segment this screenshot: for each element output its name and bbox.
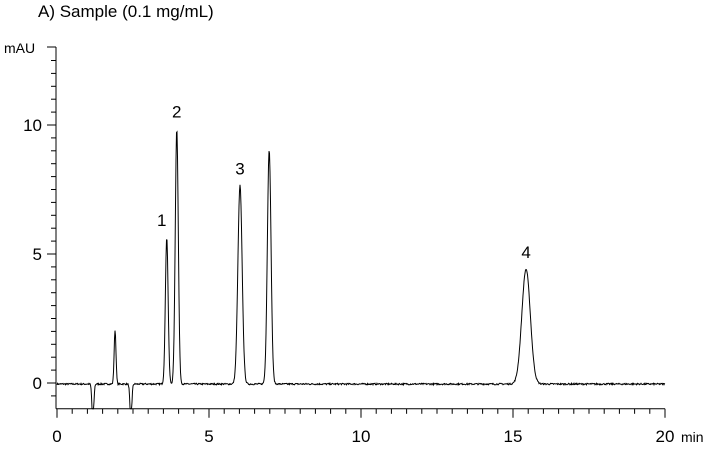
y-tick-label: 0 [33,374,42,393]
chart-title: A) Sample (0.1 mg/mL) [38,2,214,21]
peak-label: 2 [172,103,181,122]
x-tick-label: 15 [504,427,523,446]
peak-labels: 1 2 3 4 [157,103,531,263]
y-tick-label: 5 [33,245,42,264]
x-axis-label: min [681,429,704,445]
peak-label: 4 [521,243,530,262]
tick-labels: 0 5 10 15 20 0 5 10 [23,116,674,446]
x-tick-label: 0 [52,427,61,446]
y-axis-label: mAU [4,40,35,56]
x-tick-label: 20 [656,427,675,446]
x-tick-label: 5 [204,427,213,446]
x-tick-label: 10 [352,427,371,446]
axes [47,46,666,418]
chromatogram-trace [56,130,666,410]
y-tick-label: 10 [23,116,42,135]
peak-label: 1 [157,211,166,230]
peak-label: 3 [235,159,244,178]
